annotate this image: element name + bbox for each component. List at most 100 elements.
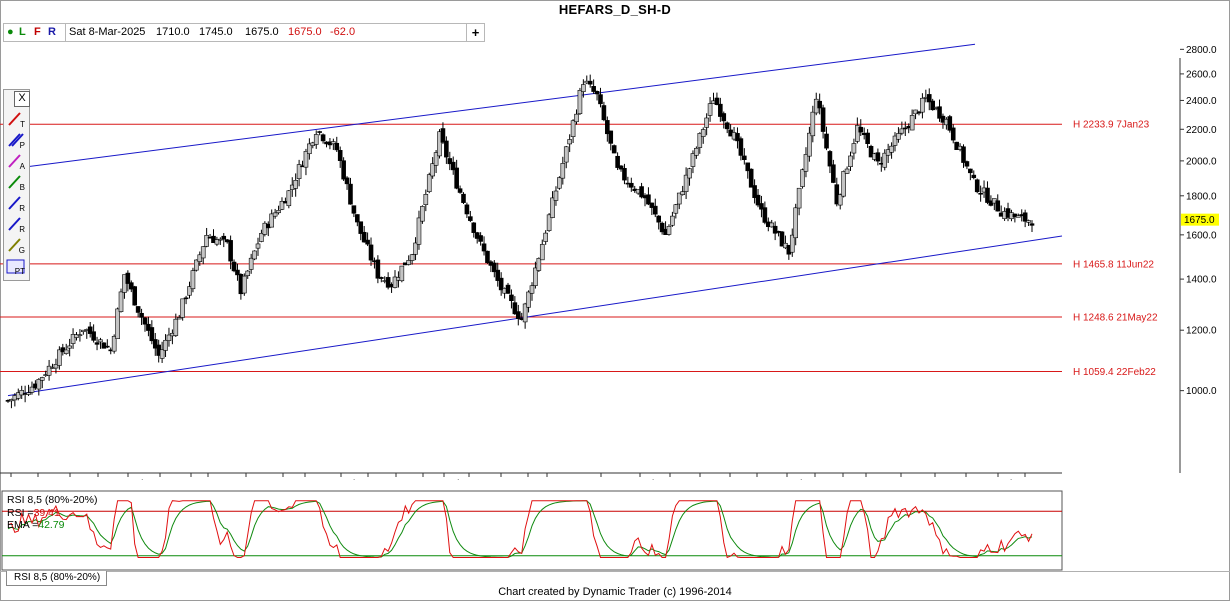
price-bar-body	[509, 294, 514, 302]
tool-tag: R	[19, 225, 25, 234]
price-bar-body	[433, 152, 439, 166]
retracement-icon[interactable]: R	[6, 194, 26, 213]
tab-rsi[interactable]: RSI 8,5 (80%-20%)	[6, 571, 108, 586]
price-retracement-icon[interactable]: R	[6, 215, 26, 234]
bar-low: 1675.0	[245, 26, 279, 38]
price-bar-body	[615, 155, 620, 168]
price-bar-body	[358, 221, 364, 234]
parallel-lines-icon[interactable]: P	[6, 131, 26, 150]
alternate-price-projection-icon[interactable]: A	[6, 152, 26, 171]
rsi-panel[interactable]	[0, 490, 1230, 572]
price-bar-body	[105, 345, 110, 348]
price-bar-body	[522, 303, 528, 323]
external-retracement-icon[interactable]: B	[6, 173, 26, 192]
price-bar-body	[1016, 215, 1021, 218]
price-bar-body	[820, 107, 826, 132]
price-bar-body	[492, 262, 497, 273]
price-bar-body	[498, 277, 504, 291]
price-bar-body	[115, 308, 120, 340]
price-bar-body	[673, 204, 679, 214]
price-bar-body	[855, 125, 860, 142]
price-bar-body	[399, 265, 405, 282]
price-bar-body	[714, 97, 720, 105]
price-bar-body	[916, 111, 922, 114]
price-bar-body	[259, 233, 264, 242]
x-tick-label: May	[70, 479, 89, 480]
price-bar-body	[629, 182, 634, 188]
price-bar-body	[598, 94, 603, 105]
price-bar-body	[800, 169, 805, 187]
price-bar-body	[577, 90, 583, 115]
bar-open: 1710.0	[156, 26, 190, 38]
price-bar-body	[293, 180, 298, 189]
price-bar-body	[36, 379, 42, 390]
drawing-toolbox: X T P A B R R G PT	[3, 89, 30, 281]
line-mode-button[interactable]: L	[19, 26, 26, 38]
price-bar-body	[700, 129, 706, 137]
price-bar-body	[848, 155, 853, 167]
price-bar-body	[416, 217, 422, 245]
price-bar-body	[180, 298, 185, 318]
price-bar-body	[831, 164, 836, 183]
trend-line-icon[interactable]: T	[6, 110, 26, 129]
price-bar-body	[827, 151, 833, 167]
price-bar-body	[447, 158, 453, 165]
ratio-mode-button[interactable]: R	[48, 26, 56, 38]
x-tick-label: Jul	[447, 479, 460, 480]
price-bar-body	[437, 131, 442, 157]
lower-channel-line[interactable]	[7, 235, 1063, 397]
x-tick-label: Apr	[701, 479, 717, 480]
price-bar-body	[81, 329, 86, 333]
rsi-legend-title: RSI 8,5 (80%-20%)	[7, 494, 98, 506]
y-tick-label: 2400.0	[1186, 96, 1217, 107]
price-bar-body	[594, 91, 600, 95]
price-bar-body	[413, 242, 418, 255]
price-bar-body	[896, 133, 901, 140]
rsi-panel-border	[1, 490, 1063, 571]
price-bar-body	[313, 134, 319, 145]
price-bar-body	[423, 194, 429, 205]
price-chart[interactable]: H 2233.9 7Jan23 H 1465.8 11Jun22 H 1248.6 …	[0, 40, 1230, 480]
price-bar-body	[348, 183, 353, 205]
y-tick-label: 1200.0	[1186, 326, 1217, 337]
price-bar-body	[889, 145, 894, 153]
price-bar-body	[57, 349, 62, 366]
horizontal-level-label: H 1248.6 21May22	[1073, 313, 1158, 324]
price-bar-body	[242, 275, 247, 294]
price-bar-body	[139, 312, 144, 318]
price-bar-body	[546, 214, 552, 231]
price-bar-body	[581, 84, 586, 92]
price-bar-body	[587, 80, 593, 85]
price-bar-body	[420, 206, 425, 222]
price-bar-body	[560, 163, 566, 179]
rsi-legend: RSI 8,5 (80%-20%) RSI =39.41 EMA =42.79	[7, 494, 97, 532]
price-bar-body	[772, 225, 778, 234]
price-bar-body	[173, 318, 179, 336]
price-bar-body	[748, 168, 754, 188]
price-bar-body	[639, 186, 644, 198]
price-bar-body	[166, 334, 172, 341]
bar-high: 1745.0	[199, 26, 233, 38]
price-bar-body	[978, 192, 983, 195]
gann-fan-icon[interactable]: G	[6, 236, 26, 255]
price-bar-body	[550, 197, 555, 218]
close-toolbox-button[interactable]: X	[14, 91, 30, 107]
price-bar-body	[351, 205, 357, 214]
trend-line-icon-glyph	[8, 112, 21, 126]
price-bar-body	[817, 100, 822, 109]
fib-mode-button[interactable]: F	[34, 26, 41, 38]
x-tick-label: May	[423, 479, 442, 480]
price-bar-body	[652, 205, 658, 215]
add-panel-button[interactable]: +	[471, 25, 480, 40]
price-bar-body	[392, 276, 398, 288]
price-bar-body	[1026, 220, 1031, 223]
upper-channel-line[interactable]	[29, 43, 976, 167]
price-bar-body	[187, 286, 192, 296]
price-bar-body	[135, 306, 141, 313]
x-tick-label: Sep	[501, 479, 519, 480]
price-bar-body	[697, 133, 703, 148]
time-projection-icon[interactable]: PT	[6, 257, 26, 276]
price-bar-body	[687, 168, 692, 179]
x-tick-label: Nov	[246, 479, 264, 480]
price-bar-body	[851, 143, 857, 154]
